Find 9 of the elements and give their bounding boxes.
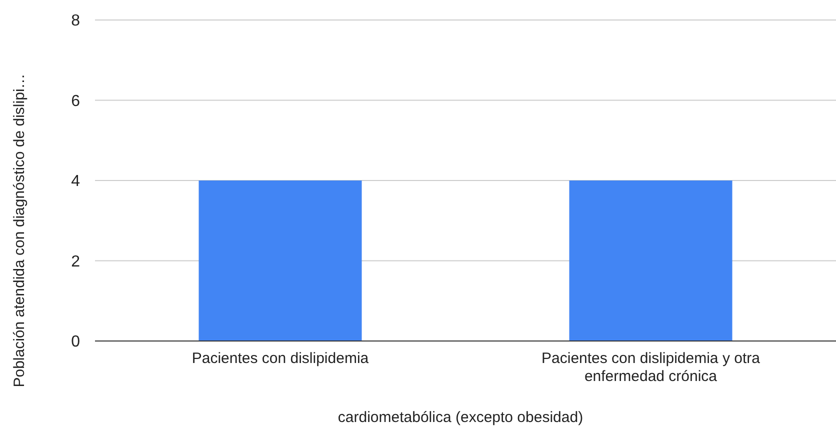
x-tick-label: Pacientes con dislipidemia y otra enfermedad crónica	[542, 350, 761, 385]
x-axis-title: cardiometabólica (excepto obesidad)	[338, 409, 584, 426]
y-tick-label: 8	[71, 12, 80, 30]
x-tick-label: Pacientes con dislipidemia	[192, 350, 370, 367]
y-tick-label: 4	[71, 173, 80, 190]
y-axis-title: Población atendida con diagnóstico de dislipi…	[11, 74, 28, 388]
y-tick-label: 0	[71, 334, 80, 351]
y-tick-label: 6	[71, 92, 80, 110]
y-tick-label: 2	[71, 253, 80, 270]
